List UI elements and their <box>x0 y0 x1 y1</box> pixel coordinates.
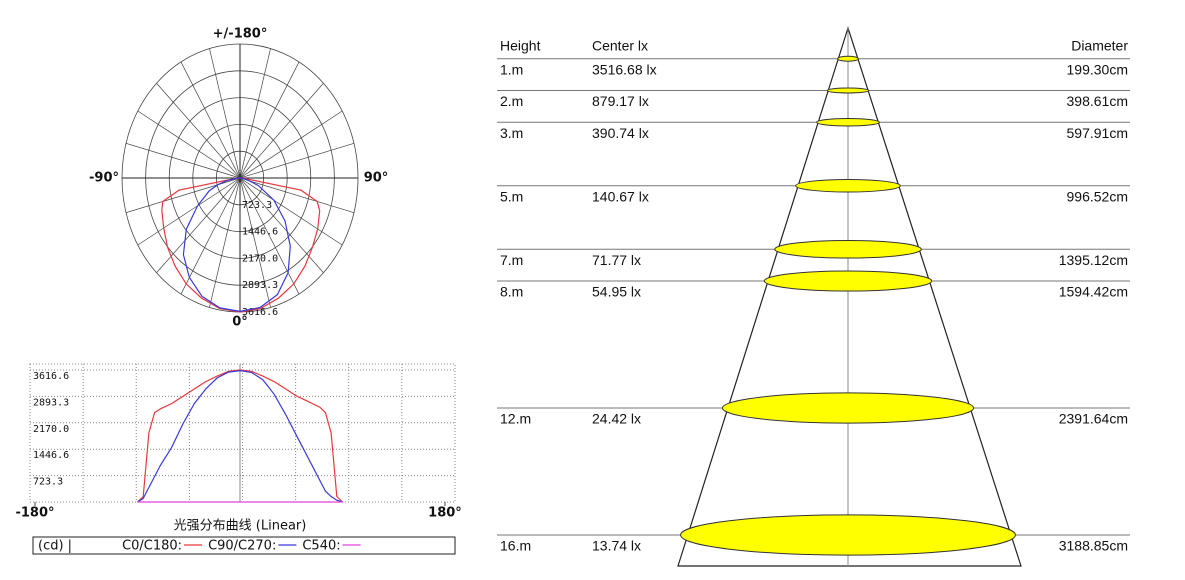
cone-outline <box>677 26 1022 567</box>
unit-label: (cd) | <box>38 539 72 554</box>
diameter-label: 398.61cm <box>1067 93 1128 109</box>
plot-frame <box>29 363 456 503</box>
chart-title: 光强分布曲线 (Linear) <box>174 519 307 534</box>
light-spot <box>763 270 933 292</box>
height-label: 5.m <box>500 188 523 204</box>
diameter-label: 1395.12cm <box>1059 252 1128 268</box>
diameter-label: 597.91cm <box>1067 125 1128 141</box>
height-label: 7.m <box>500 252 523 268</box>
polar-spoke <box>137 177 241 246</box>
light-spot <box>837 55 859 62</box>
light-spot <box>721 392 975 424</box>
header: Height <box>500 38 541 54</box>
y-tick-label: 3616.6 <box>33 371 69 382</box>
angle-label: 90° <box>364 171 389 186</box>
y-tick-label: 723.3 <box>33 477 63 488</box>
polar-spoke <box>239 177 271 308</box>
header: Center lx <box>592 38 648 54</box>
polar-spoke <box>239 177 300 295</box>
line-series <box>137 369 343 503</box>
height-label: 3.m <box>500 125 523 141</box>
y-tick-label: 1446.6 <box>33 450 69 461</box>
legend-label: C0/C180: <box>122 539 182 554</box>
lux-label: 390.74 lx <box>592 125 649 141</box>
height-label: 12.m <box>500 411 531 427</box>
radial-tick-label: 2893.3 <box>242 280 278 291</box>
light-spot <box>795 178 901 193</box>
radial-tick-label: 723.3 <box>242 200 272 211</box>
polar-spoke <box>239 83 324 179</box>
angle-label: -90° <box>89 171 119 186</box>
light-spot <box>816 117 880 127</box>
light-spot <box>680 514 1016 556</box>
polar-spoke <box>239 177 324 273</box>
lux-label: 140.67 lx <box>592 188 649 204</box>
diameter-label: 199.30cm <box>1067 61 1128 77</box>
polar-spoke <box>239 61 300 179</box>
polar-spoke <box>137 110 241 179</box>
radial-tick-label: 1446.6 <box>242 227 278 238</box>
height-label: 16.m <box>500 538 531 554</box>
diameter-label: 3188.85cm <box>1059 538 1128 554</box>
height-label: 8.m <box>500 284 523 300</box>
polar-spoke <box>239 177 343 246</box>
height-label: 1.m <box>500 61 523 77</box>
radial-tick-label: 3616.6 <box>242 307 278 318</box>
polar-spoke <box>156 83 241 179</box>
y-tick-label: 2170.0 <box>33 424 69 435</box>
polar-curve <box>182 177 291 313</box>
polar-spoke <box>180 61 241 179</box>
light-spot <box>774 239 922 259</box>
lux-label: 71.77 lx <box>592 252 641 268</box>
lux-label: 24.42 lx <box>592 411 641 427</box>
polar-spoke <box>125 177 241 214</box>
angle-label: 0° <box>232 315 248 330</box>
lux-label: 879.17 lx <box>592 93 649 109</box>
polar-spoke <box>239 48 271 179</box>
legend-label: C90/C270: <box>208 539 276 554</box>
polar-spoke <box>209 177 241 308</box>
height-label: 2.m <box>500 93 523 109</box>
polar-spoke <box>209 48 241 179</box>
legend-label: C540: <box>302 539 340 554</box>
diameter-label: 996.52cm <box>1067 188 1128 204</box>
light-spot <box>826 87 870 94</box>
x-tick-label: -180° <box>15 506 54 521</box>
radial-tick-label: 2170.0 <box>242 253 278 264</box>
polar-spoke <box>125 142 241 179</box>
lux-label: 3516.68 lx <box>592 61 657 77</box>
polar-spoke <box>156 177 241 273</box>
polar-curve <box>161 177 321 313</box>
lux-label: 13.74 lx <box>592 538 641 554</box>
polar-spoke <box>239 177 355 214</box>
polar-spoke <box>180 177 241 295</box>
header: Diameter <box>1071 38 1128 54</box>
angle-label: +/-180° <box>213 27 268 42</box>
y-tick-label: 2893.3 <box>33 397 69 408</box>
diameter-label: 2391.64cm <box>1059 411 1128 427</box>
diameter-label: 1594.42cm <box>1059 284 1128 300</box>
x-tick-label: 180° <box>428 506 462 521</box>
legend-box <box>32 536 456 555</box>
lux-label: 54.95 lx <box>592 284 641 300</box>
polar-spoke <box>239 142 355 179</box>
polar-spoke <box>239 110 343 179</box>
